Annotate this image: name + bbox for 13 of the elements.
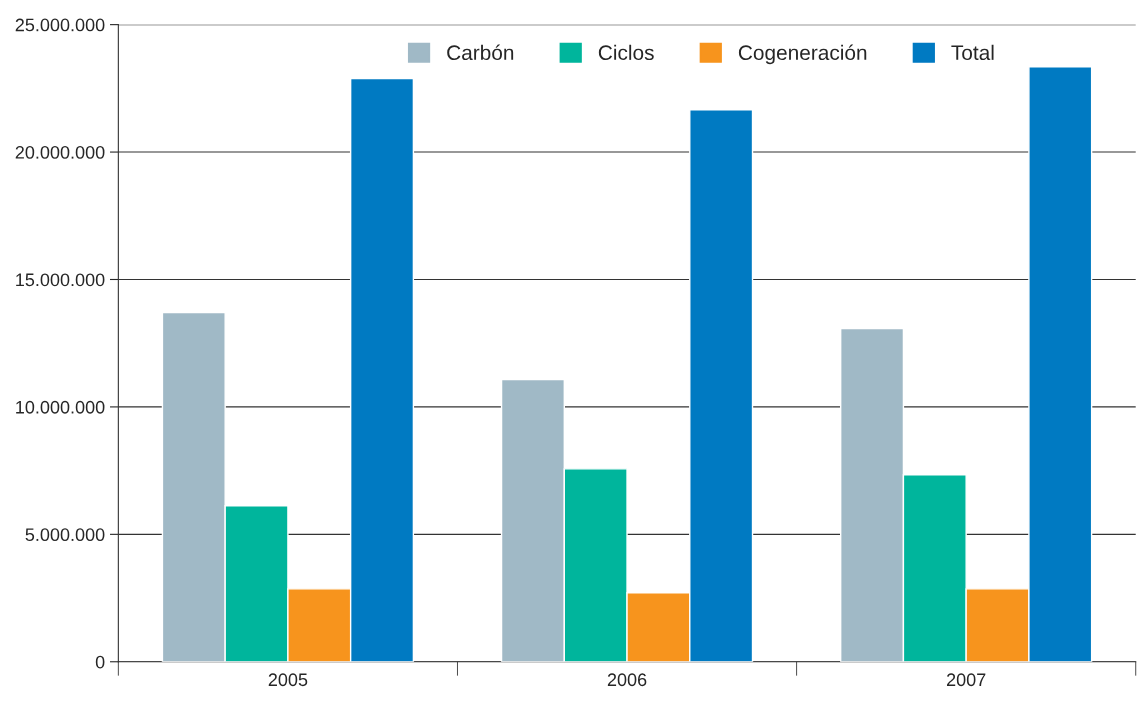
y-tick-label: 20.000.000 bbox=[15, 146, 105, 159]
legend-label: Ciclos bbox=[598, 44, 654, 61]
y-tick-label: 10.000.000 bbox=[16, 400, 105, 414]
x-tick-label: 2006 bbox=[607, 673, 647, 687]
y-tick-label: 0 bbox=[95, 655, 105, 669]
y-tick-label: 5.000.000 bbox=[25, 528, 105, 542]
legend-label: Carbón bbox=[447, 44, 514, 61]
legend-label: Total bbox=[951, 44, 994, 61]
y-tick-label: 25.000.000 bbox=[15, 18, 105, 32]
x-tick-label: 2007 bbox=[946, 673, 986, 687]
legend-label: Cogeneración bbox=[738, 44, 867, 65]
y-tick-label: 15.000.000 bbox=[16, 273, 105, 287]
x-tick-label: 2005 bbox=[268, 673, 308, 687]
